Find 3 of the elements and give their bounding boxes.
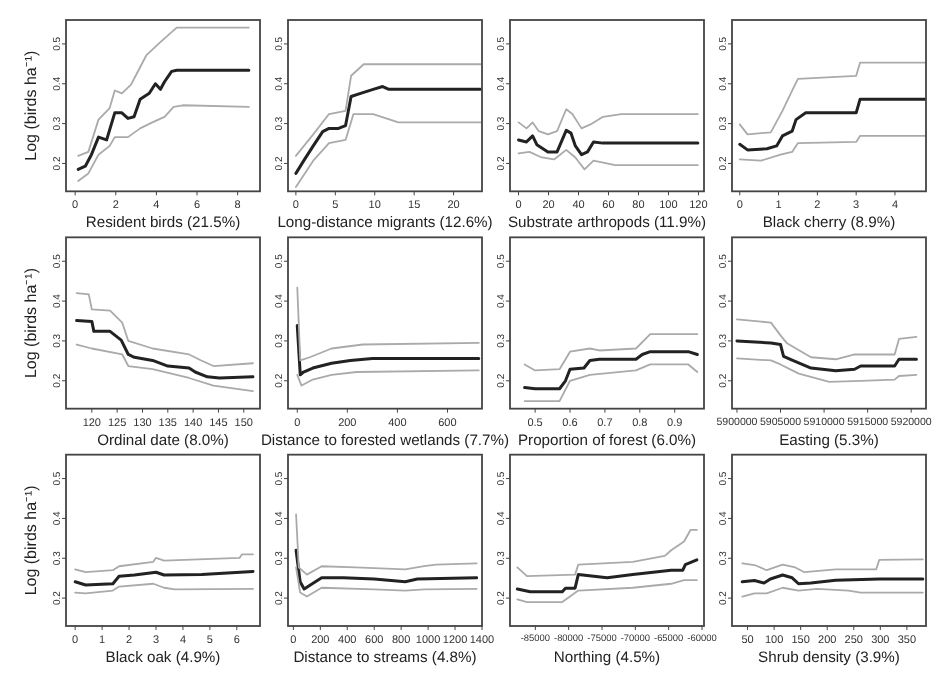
y-axis-title: Log (birds ha⁻¹)	[22, 267, 40, 379]
y-axis-title: Log (birds ha⁻¹)	[22, 484, 40, 596]
y-axis-title: Log (birds ha⁻¹)	[22, 49, 40, 161]
